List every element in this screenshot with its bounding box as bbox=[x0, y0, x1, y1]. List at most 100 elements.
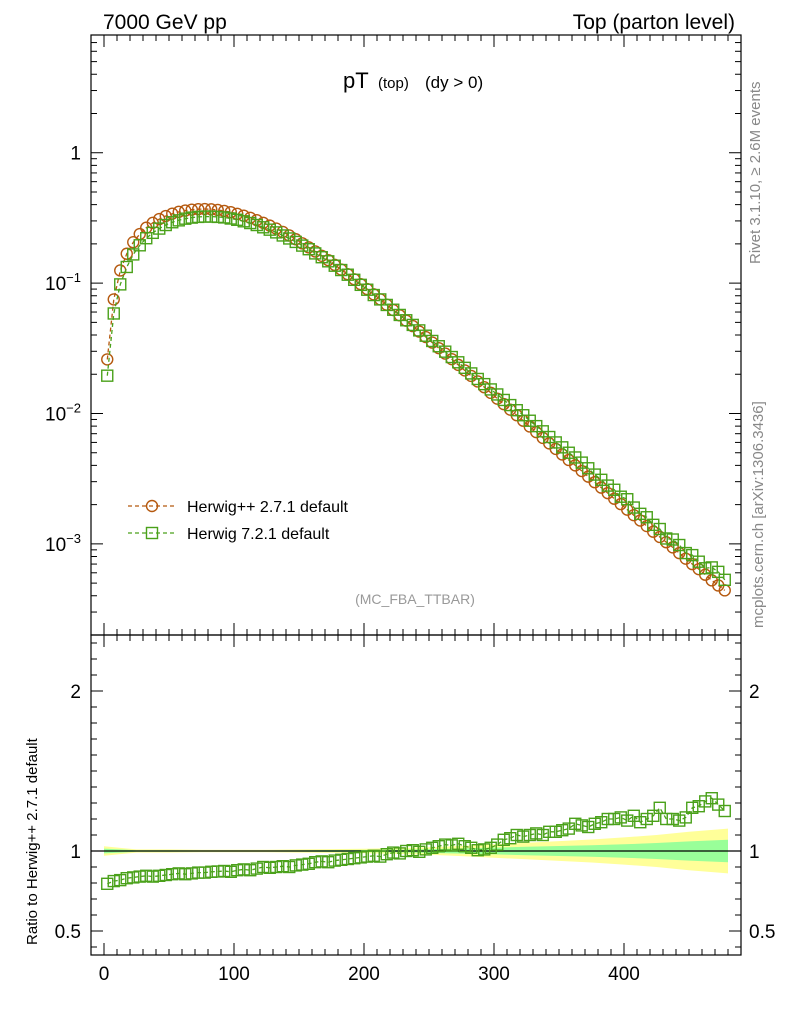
legend-label-herwig7: Herwig 7.2.1 default bbox=[187, 526, 330, 543]
main-point-herwig7 bbox=[705, 561, 718, 574]
ratio-point-herwig7 bbox=[627, 809, 640, 822]
ratio-point-herwig7 bbox=[237, 863, 250, 876]
ratio-point-herwig7 bbox=[101, 877, 114, 890]
ratio-point-herwig7 bbox=[244, 864, 257, 877]
ratio-frame bbox=[90, 634, 742, 956]
main-point-herwigpp bbox=[166, 207, 179, 220]
ratio-point-herwig7 bbox=[497, 833, 510, 846]
main-point-herwigpp bbox=[172, 205, 185, 219]
ratio-point-herwig7 bbox=[575, 819, 588, 832]
ratio-point-herwig7 bbox=[640, 812, 653, 826]
ratio-point-herwig7 bbox=[179, 868, 192, 881]
main-ytick-label-exp: −3 bbox=[66, 531, 81, 546]
ratio-point-herwig7 bbox=[432, 840, 445, 853]
main-point-herwig7 bbox=[244, 216, 257, 230]
ratio-y-axis: 0.5 0.5 1 1 2 2 bbox=[55, 642, 775, 948]
main-point-herwig7 bbox=[146, 226, 159, 240]
ratio-point-herwig7 bbox=[159, 868, 172, 882]
ratio-point-herwig7 bbox=[133, 870, 146, 883]
ratio-point-herwig7 bbox=[562, 822, 575, 835]
ratio-point-herwig7 bbox=[413, 845, 426, 858]
main-point-herwig7 bbox=[562, 446, 575, 459]
ratio-point-herwig7 bbox=[673, 814, 686, 827]
main-point-herwig7 bbox=[250, 218, 263, 232]
mcplots-label: mcplots.cern.ch [arXiv:1306.3436] bbox=[750, 401, 767, 628]
main-point-herwigpp bbox=[179, 204, 192, 217]
main-point-herwig7 bbox=[205, 210, 218, 223]
ratio-point-herwig7 bbox=[146, 870, 159, 883]
ratio-point-herwig7 bbox=[666, 812, 679, 826]
ratio-xtick-label: 100 bbox=[218, 964, 250, 985]
ratio-point-herwig7 bbox=[231, 864, 244, 877]
main-point-herwigpp bbox=[185, 203, 198, 216]
main-ytick-label: 1 bbox=[70, 144, 81, 165]
title-sub: (top) bbox=[378, 75, 409, 92]
ratio-ytick-label: 0.5 bbox=[55, 922, 81, 943]
main-point-herwig7 bbox=[718, 573, 731, 587]
main-point-herwigpp bbox=[205, 203, 218, 216]
ratio-point-herwig7 bbox=[634, 816, 647, 829]
ratio-point-herwig7 bbox=[270, 860, 283, 874]
main-point-herwig7 bbox=[172, 214, 185, 227]
main-y-axis: 110−110−210−3 bbox=[45, 34, 741, 636]
main-point-herwigpp bbox=[198, 202, 211, 216]
main-ytick-label-exp: −1 bbox=[66, 270, 81, 285]
ratio-point-herwig7 bbox=[406, 844, 419, 857]
main-point-herwig7 bbox=[114, 278, 127, 291]
ratio-point-herwig7 bbox=[556, 824, 569, 837]
watermark: (MC_FBA_TTBAR) bbox=[355, 591, 475, 607]
main-point-herwig7 bbox=[231, 213, 244, 226]
main-point-herwig7 bbox=[302, 243, 315, 256]
ratio-point-herwig7 bbox=[601, 812, 614, 826]
ratio-point-herwig7 bbox=[419, 843, 432, 856]
main-point-herwig7 bbox=[673, 538, 686, 552]
main-frame bbox=[90, 34, 742, 636]
main-point-herwig7 bbox=[101, 369, 114, 382]
ratio-point-herwig7 bbox=[153, 869, 166, 882]
ratio-point-herwig7 bbox=[211, 865, 224, 878]
main-ytick-label: 10−2 bbox=[45, 400, 81, 425]
main-point-herwigpp bbox=[107, 293, 120, 306]
ratio-point-herwig7 bbox=[608, 812, 621, 826]
ratio-point-herwig7 bbox=[471, 844, 484, 857]
ratio-x-axis: 0 100 200 300 400 bbox=[99, 635, 729, 985]
main-x-axis bbox=[103, 35, 729, 635]
main-point-herwigpp bbox=[127, 235, 140, 249]
main-ytick-label-base: 10 bbox=[45, 535, 66, 556]
main-point-herwig7 bbox=[582, 462, 595, 475]
ratio-ytick-label: 1 bbox=[70, 842, 81, 863]
main-point-herwig7 bbox=[185, 211, 198, 224]
ratio-point-herwig7 bbox=[322, 856, 335, 869]
ratio-point-herwig7 bbox=[315, 855, 328, 868]
ratio-point-herwig7 bbox=[491, 838, 504, 851]
main-point-herwig7 bbox=[699, 562, 712, 575]
main-point-herwig7 bbox=[400, 314, 413, 327]
ratio-point-herwig7 bbox=[283, 860, 296, 874]
ratio-point-herwig7 bbox=[588, 817, 601, 830]
ratio-point-herwig7 bbox=[569, 817, 582, 830]
ratio-point-herwig7 bbox=[393, 847, 406, 860]
ratio-xtick-label: 300 bbox=[478, 964, 510, 985]
main-point-herwig7 bbox=[380, 298, 393, 312]
main-point-herwig7 bbox=[166, 216, 179, 229]
main-ytick-label-base: 10 bbox=[45, 404, 66, 425]
ratio-point-herwig7 bbox=[354, 851, 367, 864]
ratio-point-herwig7 bbox=[653, 801, 666, 814]
main-point-herwig7 bbox=[608, 483, 621, 496]
ratio-ytick-label: 2 bbox=[70, 682, 81, 703]
ratio-point-herwig7 bbox=[465, 841, 478, 854]
ratio-point-herwig7 bbox=[647, 809, 660, 822]
legend-marker-herwigpp bbox=[145, 499, 159, 513]
ratio-point-herwig7 bbox=[367, 849, 380, 862]
main-point-herwigpp bbox=[114, 264, 127, 277]
main-point-herwig7 bbox=[211, 210, 224, 224]
ratio-point-herwig7 bbox=[426, 841, 439, 854]
ratio-point-herwig7 bbox=[504, 832, 517, 845]
main-point-herwig7 bbox=[679, 546, 692, 560]
main-point-herwigpp bbox=[133, 227, 146, 241]
ratio-point-herwig7 bbox=[198, 866, 211, 879]
main-point-herwig7 bbox=[198, 210, 211, 223]
ratio-point-herwig7 bbox=[348, 852, 361, 865]
ratio-point-herwig7 bbox=[166, 868, 179, 881]
main-point-herwig7 bbox=[328, 259, 341, 272]
